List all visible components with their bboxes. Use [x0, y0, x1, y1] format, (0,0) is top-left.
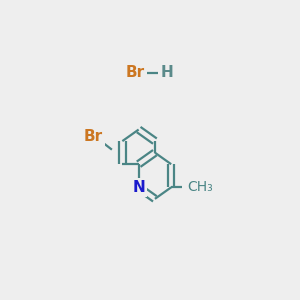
Text: H: H — [160, 65, 173, 80]
Text: N: N — [132, 180, 145, 195]
Text: CH₃: CH₃ — [188, 180, 213, 194]
Text: Br: Br — [126, 65, 145, 80]
Text: Br: Br — [84, 129, 103, 144]
